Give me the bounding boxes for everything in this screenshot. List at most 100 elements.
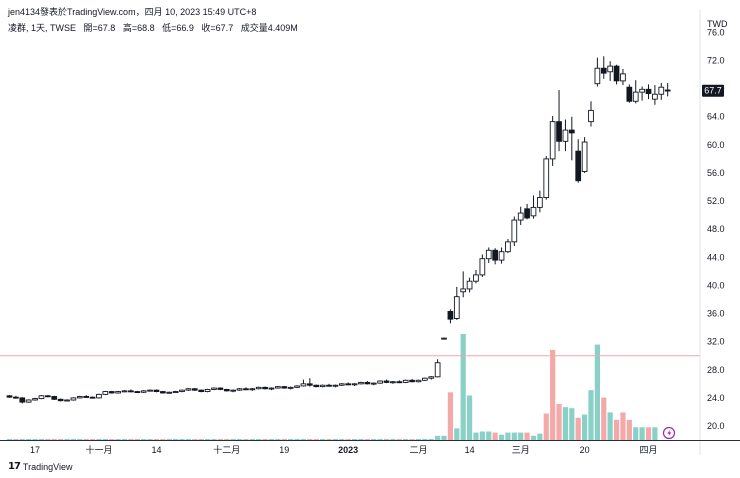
candle-body <box>415 379 422 383</box>
candle-body <box>402 379 409 383</box>
candle-body <box>172 391 179 394</box>
x-tick-label: 14 <box>151 445 161 455</box>
candle <box>396 380 403 384</box>
candle-body <box>588 109 594 123</box>
candle <box>160 390 166 394</box>
lightning-alert-icon[interactable] <box>662 426 676 440</box>
volume-bar <box>217 438 223 440</box>
candle <box>568 116 575 161</box>
volume-bar <box>498 434 505 440</box>
candle <box>25 399 32 403</box>
volume-bar <box>70 438 76 440</box>
candle-body <box>121 390 128 393</box>
volume-bar <box>345 438 351 440</box>
candle-body <box>530 206 537 217</box>
x-tick-label: 2023 <box>338 445 358 455</box>
candle <box>607 61 614 81</box>
candle-body <box>537 197 543 208</box>
candle-body <box>479 258 486 276</box>
candle-body <box>204 389 211 393</box>
x-tick-label: 十一月 <box>85 444 112 455</box>
volume-bar <box>562 407 569 440</box>
y-tick-label: 24.0 <box>707 393 725 403</box>
candle <box>620 68 626 86</box>
candle-body <box>319 384 326 388</box>
candle-body <box>364 381 371 385</box>
volume-bar <box>320 438 326 440</box>
candle <box>370 382 377 386</box>
candle <box>466 277 473 293</box>
open-value: 開=67.8 <box>83 23 116 33</box>
candle <box>281 385 288 389</box>
volume-bar <box>582 414 588 440</box>
volume-bar <box>377 438 383 440</box>
candle-body <box>345 383 352 386</box>
volume-bar <box>518 432 524 440</box>
candle <box>89 396 96 399</box>
candle <box>473 269 479 284</box>
candle-body <box>326 384 332 387</box>
volume-bar <box>179 438 185 440</box>
candle-body <box>620 73 626 82</box>
candle <box>524 203 530 220</box>
candle <box>626 84 633 103</box>
candle-body <box>19 397 26 403</box>
volume-bar <box>160 438 166 440</box>
volume-bar <box>275 438 281 440</box>
volume-bar <box>473 432 479 440</box>
y-tick-label: 72.0 <box>707 56 725 66</box>
candle <box>198 389 205 393</box>
y-tick-label: 36.0 <box>707 309 725 319</box>
volume-bar <box>77 438 83 440</box>
alert-icon-bolt <box>667 429 672 437</box>
candle-body <box>664 89 671 92</box>
candle <box>236 388 243 391</box>
volume-bar <box>32 438 38 440</box>
low-value: 低=66.9 <box>162 23 194 33</box>
candle <box>422 377 428 382</box>
candle <box>319 384 326 388</box>
volume-bar <box>64 438 70 440</box>
candle-body <box>179 389 185 393</box>
volume-bar <box>128 438 134 440</box>
candle-body <box>102 391 109 395</box>
candle <box>460 271 467 298</box>
candle-body <box>128 390 134 393</box>
volume-bar <box>332 438 338 440</box>
symbol-label[interactable]: 凌群, 1天, TWSE <box>8 23 77 33</box>
candle <box>57 398 64 402</box>
candle-body <box>607 65 614 73</box>
candle-body <box>147 389 153 392</box>
candle-body <box>498 251 505 261</box>
volume-bar <box>45 438 51 440</box>
volume-bar <box>26 438 32 440</box>
volume-bar <box>115 438 121 440</box>
y-tick-label: 44.0 <box>707 252 725 262</box>
candle-body <box>460 288 467 293</box>
candle-body <box>140 390 147 393</box>
candle <box>658 82 665 100</box>
axes: 20.0 24.0 28.0 32.0 36.0 40.0 44.0 48.0 52.0 56.0… <box>0 10 740 455</box>
candle <box>102 390 109 396</box>
candle-body <box>485 249 492 260</box>
y-tick-label: 32.0 <box>707 337 725 347</box>
candle-body <box>568 129 575 134</box>
y-tick-label: 28.0 <box>707 365 725 375</box>
volume-bar <box>121 438 128 440</box>
y-tick-label: 48.0 <box>707 224 725 234</box>
volume-bar <box>173 438 179 440</box>
volume-bar <box>58 438 64 440</box>
volume-bar <box>543 413 549 440</box>
volume-bar <box>428 438 434 440</box>
volume-bar <box>326 438 332 440</box>
volume-bar <box>454 428 460 440</box>
volume-bar <box>556 403 562 440</box>
candle-body <box>25 399 32 403</box>
candle-body <box>466 280 473 290</box>
candle <box>338 383 345 386</box>
publisher-line: jen4134發表於TradingView.com，四月 10, 2023 15… <box>8 7 257 17</box>
y-tick-label: 20.0 <box>707 421 725 431</box>
volume-bar <box>147 438 153 440</box>
candle-body <box>211 387 217 390</box>
